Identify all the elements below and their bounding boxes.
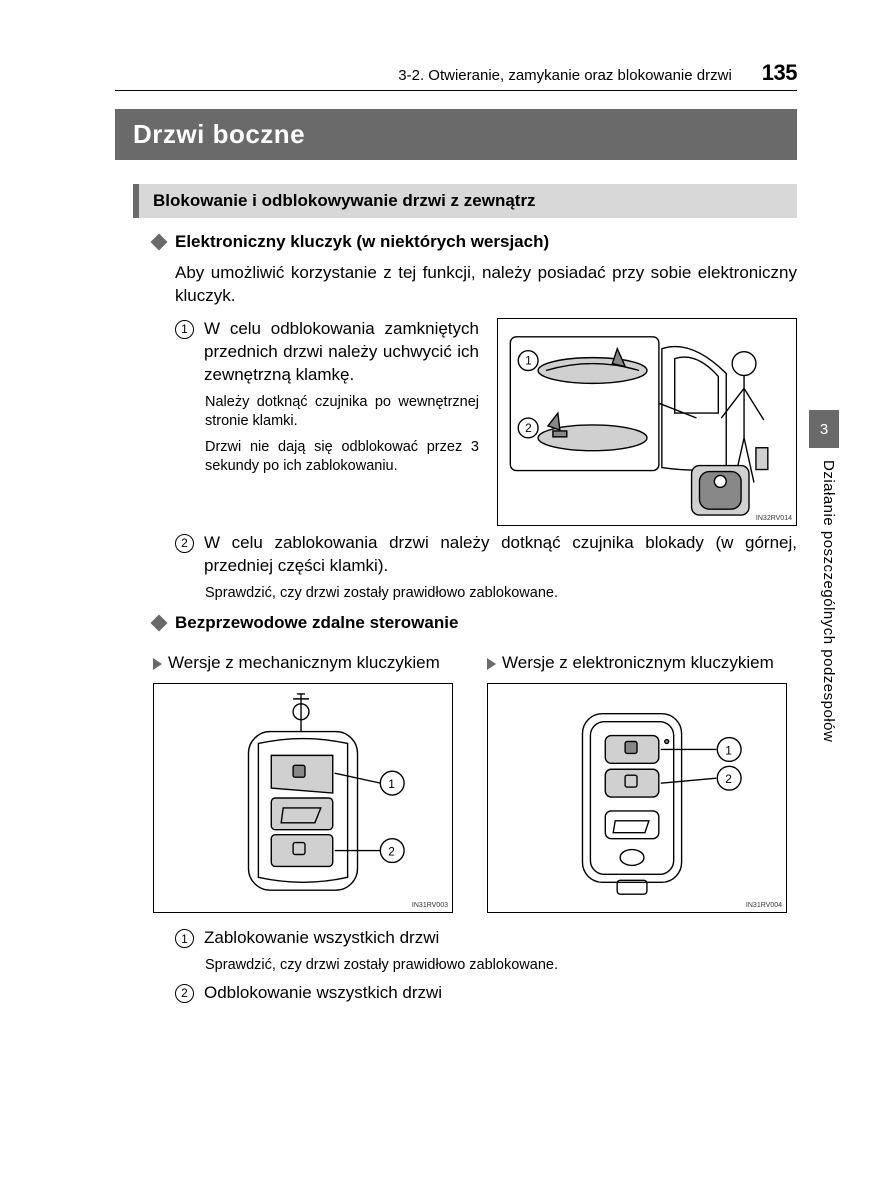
def1-note: Sprawdzić, czy drzwi zostały prawidłowo … bbox=[205, 956, 797, 976]
svg-text:2: 2 bbox=[725, 772, 732, 786]
col-b-title-text: Wersje z elektronicznym kluczykiem bbox=[502, 653, 774, 673]
svg-text:2: 2 bbox=[525, 421, 532, 435]
step1-text: W celu odblokowania zamkniętych przednic… bbox=[204, 318, 479, 387]
def2: 2 Odblokowanie wszystkich drzwi bbox=[175, 982, 797, 1005]
header-section-text: 3-2. Otwieranie, zamykanie oraz blokowan… bbox=[398, 67, 731, 84]
svg-text:1: 1 bbox=[725, 744, 732, 758]
page-number: 135 bbox=[762, 60, 797, 86]
section1-intro: Aby umożliwić korzystanie z tej funkcji,… bbox=[175, 262, 797, 308]
section1-title-text: Elektroniczny kluczyk (w niektórych wers… bbox=[175, 232, 549, 252]
circle-number-icon: 1 bbox=[175, 320, 194, 339]
side-chapter-text: Działanie poszczególnych podzespołów bbox=[820, 460, 837, 742]
section1-row: 1 W celu odblokowania zamkniętych przedn… bbox=[175, 318, 797, 526]
section1-text: 1 W celu odblokowania zamkniętych przedn… bbox=[175, 318, 479, 526]
page: 3-2. Otwieranie, zamykanie oraz blokowan… bbox=[0, 0, 877, 1071]
circle-number-icon: 1 bbox=[175, 929, 194, 948]
subheading: Blokowanie i odblokowywanie drzwi z zewn… bbox=[133, 184, 797, 218]
svg-text:2: 2 bbox=[388, 845, 395, 859]
step1-note-a: Należy dotknąć czujnika po wewnętrznej s… bbox=[205, 393, 479, 432]
def1: 1 Zablokowanie wszystkich drzwi bbox=[175, 927, 797, 950]
step2-note: Sprawdzić, czy drzwi zostały prawidłowo … bbox=[205, 584, 797, 604]
illu-code: IN31RV004 bbox=[746, 902, 782, 909]
circle-number-icon: 2 bbox=[175, 984, 194, 1003]
col-electronic: Wersje z elektronicznym kluczykiem bbox=[487, 643, 797, 913]
illu-code: IN32RV014 bbox=[756, 515, 792, 522]
diamond-icon bbox=[151, 615, 168, 632]
illu-code: IN31RV003 bbox=[412, 902, 448, 909]
circle-number-icon: 2 bbox=[175, 534, 194, 553]
col-a-title: Wersje z mechanicznym kluczykiem bbox=[153, 653, 463, 673]
remote-columns: Wersje z mechanicznym kluczykiem bbox=[153, 643, 797, 913]
page-header: 3-2. Otwieranie, zamykanie oraz blokowan… bbox=[115, 60, 797, 91]
section1-title: Elektroniczny kluczyk (w niektórych wers… bbox=[153, 232, 797, 252]
def2-text: Odblokowanie wszystkich drzwi bbox=[204, 982, 797, 1005]
col-b-title: Wersje z elektronicznym kluczykiem bbox=[487, 653, 797, 673]
side-chapter-tab: 3 bbox=[809, 410, 839, 448]
step2: 2 W celu zablokowania drzwi należy dotkn… bbox=[175, 532, 797, 578]
illustration-door-handle: 1 2 IN32RV014 bbox=[497, 318, 797, 526]
triangle-icon bbox=[487, 658, 496, 670]
def1-text: Zablokowanie wszystkich drzwi bbox=[204, 927, 797, 950]
illustration-key-electronic: 1 2 IN31RV004 bbox=[487, 683, 787, 913]
triangle-icon bbox=[153, 658, 162, 670]
section2-title-text: Bezprzewodowe zdalne sterowanie bbox=[175, 613, 458, 633]
step2-text: W celu zablokowania drzwi należy dotknąć… bbox=[204, 532, 797, 578]
step1: 1 W celu odblokowania zamkniętych przedn… bbox=[175, 318, 479, 387]
svg-text:1: 1 bbox=[525, 353, 532, 367]
col-a-title-text: Wersje z mechanicznym kluczykiem bbox=[168, 653, 440, 673]
section2-title: Bezprzewodowe zdalne sterowanie bbox=[153, 613, 797, 633]
col-mechanical: Wersje z mechanicznym kluczykiem bbox=[153, 643, 463, 913]
side-tab-number: 3 bbox=[820, 421, 828, 438]
chapter-title: Drzwi boczne bbox=[115, 109, 797, 160]
illustration-key-mechanical: 1 2 IN31RV003 bbox=[153, 683, 453, 913]
svg-text:1: 1 bbox=[388, 777, 395, 791]
diamond-icon bbox=[151, 234, 168, 251]
step1-note-b: Drzwi nie dają się odblokować przez 3 se… bbox=[205, 438, 479, 477]
